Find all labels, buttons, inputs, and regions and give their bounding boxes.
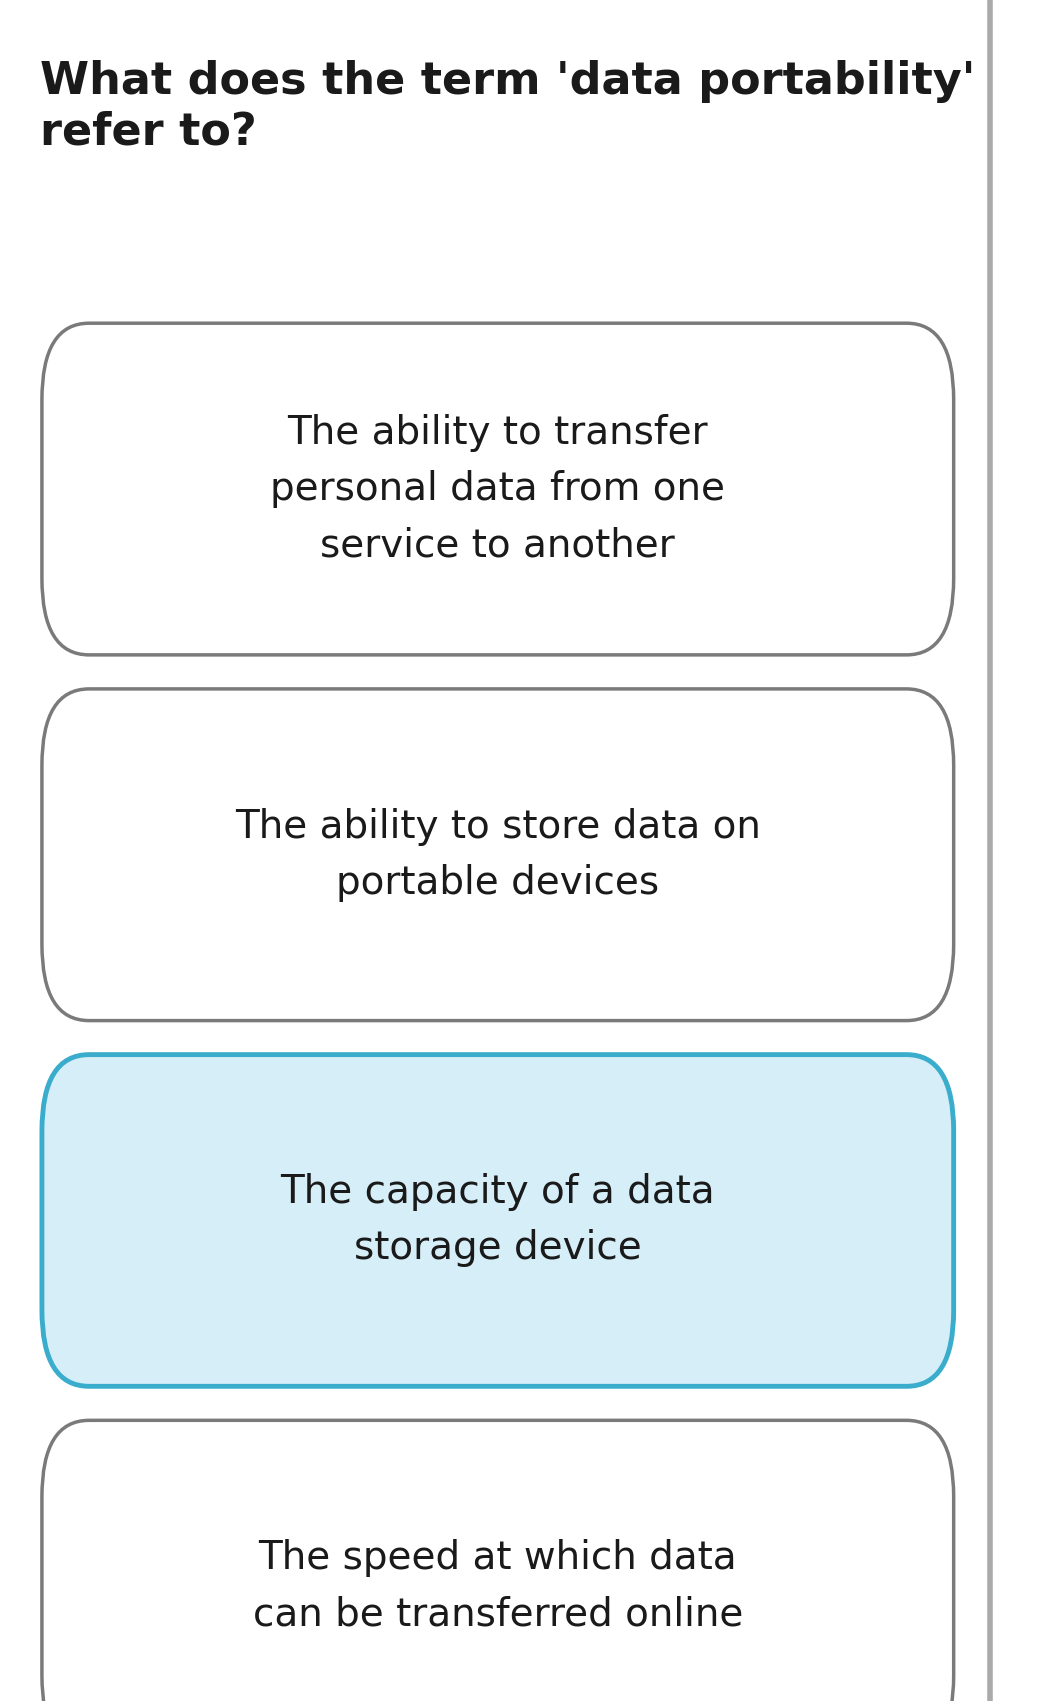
- Text: What does the term 'data portability': What does the term 'data portability': [40, 60, 976, 102]
- FancyBboxPatch shape: [42, 689, 954, 1021]
- Text: The ability to store data on
portable devices: The ability to store data on portable de…: [235, 808, 761, 902]
- Text: refer to?: refer to?: [40, 111, 257, 153]
- FancyBboxPatch shape: [42, 323, 954, 655]
- FancyBboxPatch shape: [42, 1055, 954, 1386]
- Text: The ability to transfer
personal data from one
service to another: The ability to transfer personal data fr…: [270, 413, 725, 565]
- Text: The speed at which data
can be transferred online: The speed at which data can be transferr…: [253, 1539, 743, 1633]
- Text: The capacity of a data
storage device: The capacity of a data storage device: [281, 1174, 715, 1267]
- FancyBboxPatch shape: [42, 1420, 954, 1701]
